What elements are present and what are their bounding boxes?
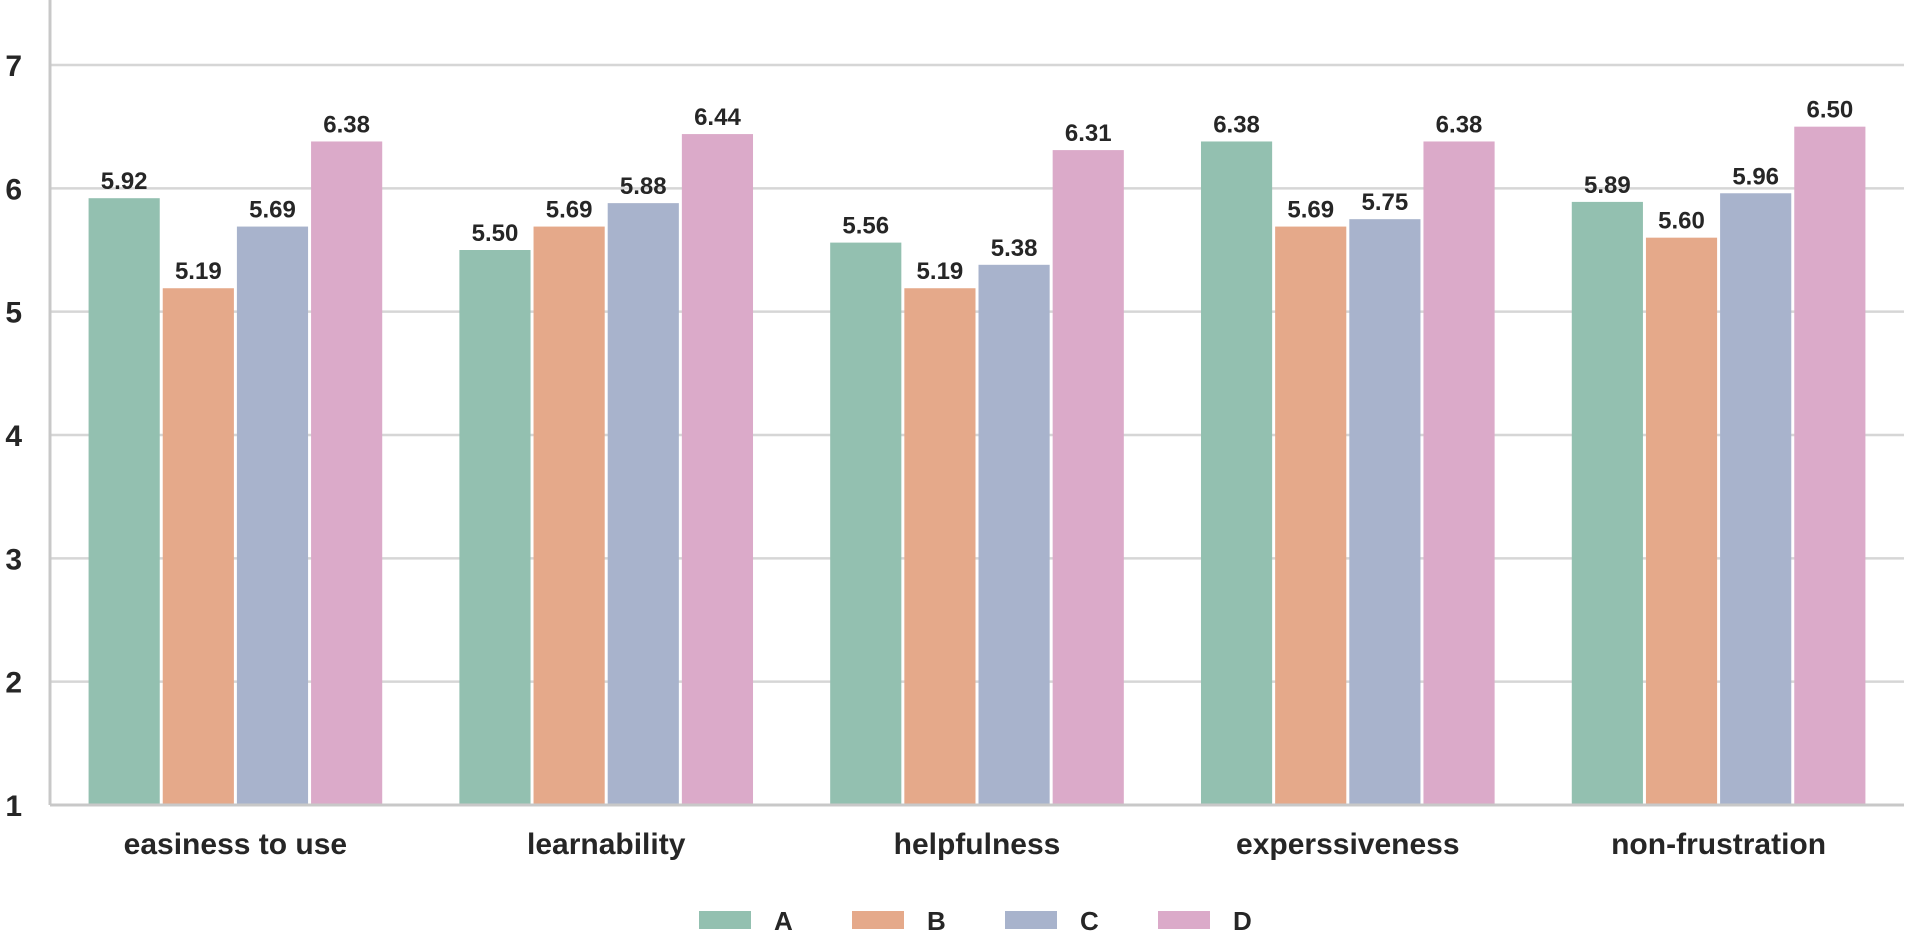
- axes: 1 2 3 4 5 6 7 easiness to use learnability helpfu…: [5, 0, 1904, 861]
- data-label: 5.92: [101, 168, 148, 195]
- data-label: 5.50: [472, 220, 519, 247]
- bar-d: [681, 134, 754, 806]
- bar-d: [1052, 150, 1124, 806]
- y-tick-label: 3: [5, 543, 22, 576]
- legend: A B C D: [699, 906, 1252, 936]
- y-tick-label: 2: [5, 667, 22, 700]
- data-label: 6.38: [1436, 111, 1483, 138]
- legend-label: D: [1233, 906, 1252, 936]
- bar-d: [1423, 141, 1495, 805]
- data-label: 5.38: [991, 235, 1038, 262]
- data-label: 6.44: [694, 104, 741, 131]
- bar-d: [1794, 126, 1866, 805]
- data-label: 5.69: [1287, 197, 1334, 224]
- data-label: 5.19: [917, 258, 964, 285]
- bar-a: [459, 250, 531, 805]
- bar-a: [1200, 141, 1273, 805]
- legend-swatch-d: [1158, 911, 1210, 929]
- data-label: 5.60: [1658, 208, 1705, 235]
- y-tick-label: 5: [5, 297, 22, 330]
- legend-label: C: [1080, 906, 1099, 936]
- y-tick-label: 4: [5, 420, 22, 453]
- legend-swatch-b: [852, 911, 904, 929]
- bar-c: [236, 226, 309, 806]
- y-tick-label: 7: [5, 50, 22, 83]
- bar-b: [904, 288, 976, 805]
- bars: [88, 126, 1866, 806]
- data-label: 5.75: [1362, 189, 1409, 216]
- x-tick-label: easiness to use: [124, 828, 347, 861]
- y-tick-label: 6: [5, 173, 22, 206]
- bar-a: [830, 242, 902, 806]
- bar-c: [978, 264, 1050, 805]
- legend-swatch-a: [699, 911, 751, 929]
- bar-a: [1571, 201, 1643, 805]
- data-label: 5.19: [175, 258, 222, 285]
- legend-label: B: [927, 906, 946, 936]
- y-tick-label: 1: [5, 790, 22, 823]
- bar-d: [311, 141, 383, 805]
- value-labels: 5.92 5.19 5.69 6.38 5.50 5.69 5.88 6.44 5.56 5.19…: [101, 97, 1853, 286]
- data-label: 6.31: [1065, 120, 1112, 147]
- data-label: 5.88: [620, 173, 667, 200]
- legend-swatch-c: [1005, 911, 1057, 929]
- data-label: 6.50: [1806, 97, 1853, 124]
- data-label: 5.69: [249, 197, 296, 224]
- data-label: 5.56: [842, 213, 889, 240]
- x-tick-label: learnability: [527, 828, 686, 861]
- bar-b: [533, 226, 605, 806]
- x-tick-label: experssiveness: [1236, 828, 1460, 861]
- bar-c: [607, 203, 679, 806]
- bar-c: [1349, 219, 1421, 805]
- bar-b: [1275, 226, 1347, 806]
- bar-a: [88, 198, 160, 805]
- data-label: 6.38: [1213, 111, 1260, 138]
- legend-label: A: [774, 906, 793, 936]
- data-label: 6.38: [323, 111, 370, 138]
- data-label: 5.96: [1732, 163, 1779, 190]
- data-label: 5.69: [546, 197, 593, 224]
- data-label: 5.89: [1584, 172, 1631, 199]
- bar-c: [1720, 193, 1792, 805]
- x-tick-label: helpfulness: [894, 828, 1061, 861]
- bar-b: [162, 288, 234, 805]
- x-tick-label: non-frustration: [1611, 828, 1826, 861]
- bar-b: [1645, 237, 1718, 805]
